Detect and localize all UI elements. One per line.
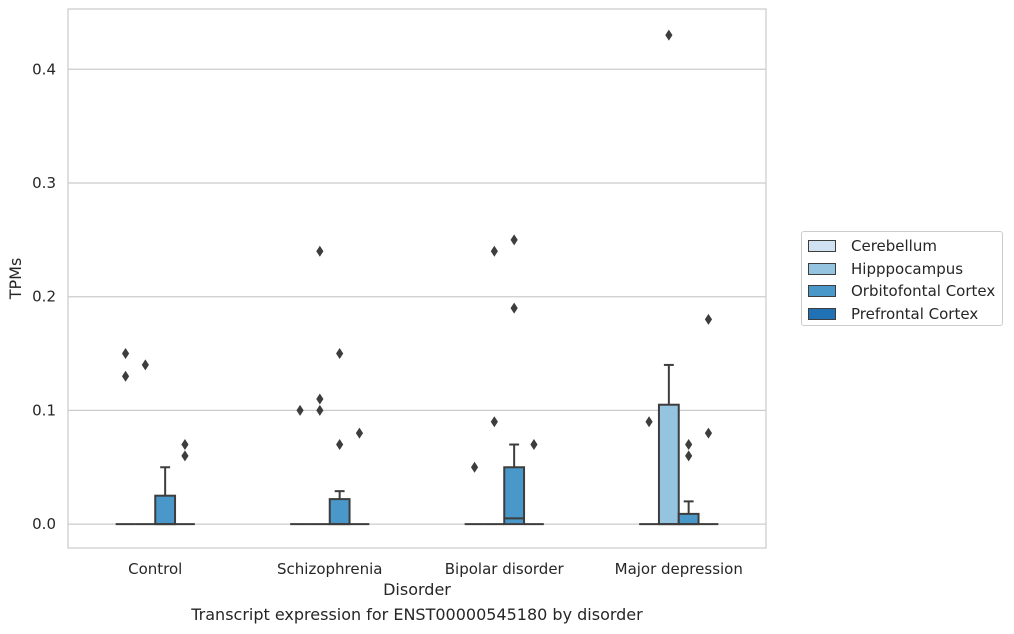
box-hipppocampus — [657, 29, 680, 526]
outlier-point — [355, 427, 364, 439]
box-body — [677, 512, 700, 526]
legend-item-prefrontal-cortex: Prefrontal Cortex — [802, 303, 1002, 326]
legend-item-cerebellum: Cerebellum — [802, 235, 1002, 258]
axis-tick-labels: 0.0 0.1 0.2 0.3 0.4 Control Schizophrenia Bipol… — [32, 60, 743, 578]
y-tick-label: 0.1 — [32, 401, 56, 419]
outlier-point — [296, 404, 304, 416]
y-axis-label: TPMs — [6, 258, 25, 301]
box-hipppocampus — [135, 359, 156, 526]
figure-caption: Transcript expression for ENST0000054518… — [191, 605, 643, 624]
x-tick-label: Bipolar disorder — [445, 560, 565, 578]
plot-area-frame — [67, 8, 767, 549]
box-hipppocampus — [309, 245, 330, 526]
outlier-point — [336, 348, 344, 360]
outlier-point — [181, 439, 189, 451]
box-orbitofontal-cortex — [154, 466, 177, 526]
legend-swatch-hippocampus — [808, 262, 836, 275]
legend-swatch-cerebellum — [808, 240, 836, 253]
outlier-point — [141, 359, 149, 371]
box-body — [657, 403, 680, 526]
outlier-point — [490, 416, 498, 428]
outlier-point — [665, 29, 673, 41]
outlier-point — [510, 302, 518, 314]
outlier-point — [510, 234, 518, 246]
outlier-point — [470, 461, 479, 473]
box-body — [328, 498, 351, 526]
box-prefrontal-cortex — [698, 313, 719, 526]
chart-legend: Cerebellum Hipppocampus Orbitofontal Cor… — [801, 231, 1003, 326]
y-tick-label: 0.4 — [32, 60, 56, 78]
legend-label-prefrontal-cortex: Prefrontal Cortex — [851, 304, 979, 323]
y-tick-label: 0.2 — [32, 288, 56, 306]
legend-swatch-prefrontal-cortex — [808, 307, 836, 320]
box-cerebellum — [639, 416, 659, 526]
legend-label-cerebellum: Cerebellum — [851, 237, 937, 256]
outlier-point — [316, 404, 324, 416]
outlier-point — [316, 245, 324, 257]
box-orbitofontal-cortex — [503, 234, 526, 526]
outlier-point — [530, 439, 538, 451]
data-layer — [115, 29, 719, 526]
box-prefrontal-cortex — [349, 427, 370, 526]
legend-item-orbitofrontal-cortex: Orbitofontal Cortex — [802, 280, 1002, 303]
box-hipppocampus — [484, 245, 505, 526]
box-cerebellum — [290, 404, 310, 526]
box-cerebellum — [464, 461, 485, 526]
x-tick-label: Schizophrenia — [277, 560, 382, 578]
box-orbitofontal-cortex — [677, 439, 700, 526]
outlier-point — [336, 439, 344, 451]
outlier-point — [645, 416, 653, 428]
x-tick-label: Major depression — [615, 560, 743, 578]
x-axis-label: Disorder — [383, 580, 451, 599]
box-body — [503, 466, 526, 526]
outlier-point — [704, 313, 713, 325]
outlier-point — [490, 245, 498, 257]
outlier-point — [121, 370, 130, 382]
outlier-point — [121, 348, 130, 360]
legend-label-orbitofrontal-cortex: Orbitofontal Cortex — [851, 282, 996, 301]
outlier-point — [685, 450, 693, 462]
outlier-point — [704, 427, 713, 439]
outlier-point — [181, 450, 189, 462]
outlier-point — [316, 393, 324, 405]
box-prefrontal-cortex — [175, 439, 195, 526]
x-tick-label: Control — [128, 560, 182, 578]
box-orbitofontal-cortex — [328, 348, 351, 526]
legend-swatch-orbitofrontal-cortex — [808, 285, 836, 298]
y-tick-label: 0.0 — [32, 515, 56, 533]
y-tick-label: 0.3 — [32, 174, 56, 192]
outlier-point — [685, 439, 693, 451]
box-cerebellum — [115, 348, 136, 526]
box-prefrontal-cortex — [524, 439, 544, 526]
legend-label-hippocampus: Hipppocampus — [851, 259, 964, 278]
box-body — [154, 494, 177, 526]
legend-item-hippocampus: Hipppocampus — [802, 258, 1002, 281]
